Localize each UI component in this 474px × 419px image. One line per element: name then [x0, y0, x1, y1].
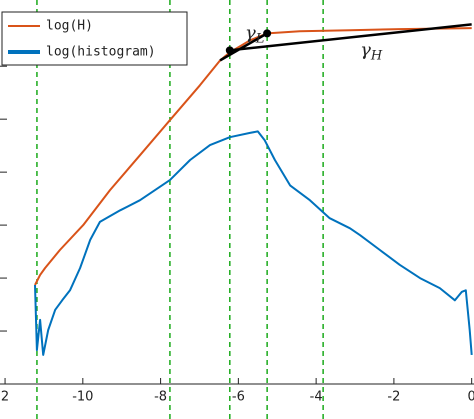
series-line — [34, 27, 472, 286]
x-tick-label: -8 — [154, 390, 167, 405]
legend-label: log(H) — [46, 19, 93, 34]
point — [263, 29, 272, 38]
symbol: γ — [245, 22, 256, 43]
x-tick-label: -10 — [72, 390, 93, 405]
x-tick-label: -6 — [232, 390, 245, 405]
legend-label: log(histogram) — [46, 45, 156, 60]
point — [225, 46, 234, 55]
x-tick-label: -4 — [310, 390, 323, 405]
tangent-line — [219, 32, 268, 62]
tangent-label: γH — [360, 39, 383, 63]
tangent-label: γL — [245, 22, 264, 46]
subscript: L — [255, 31, 265, 46]
x-tick-label: -2 — [387, 390, 400, 405]
symbol: γ — [360, 39, 371, 60]
subscript: H — [370, 48, 383, 63]
series-line — [34, 130, 473, 356]
x-tick-label: 0 — [468, 390, 474, 405]
x-tick-label: 2 — [1, 390, 9, 405]
legend-box — [1, 11, 188, 66]
tangent-line — [229, 23, 472, 52]
